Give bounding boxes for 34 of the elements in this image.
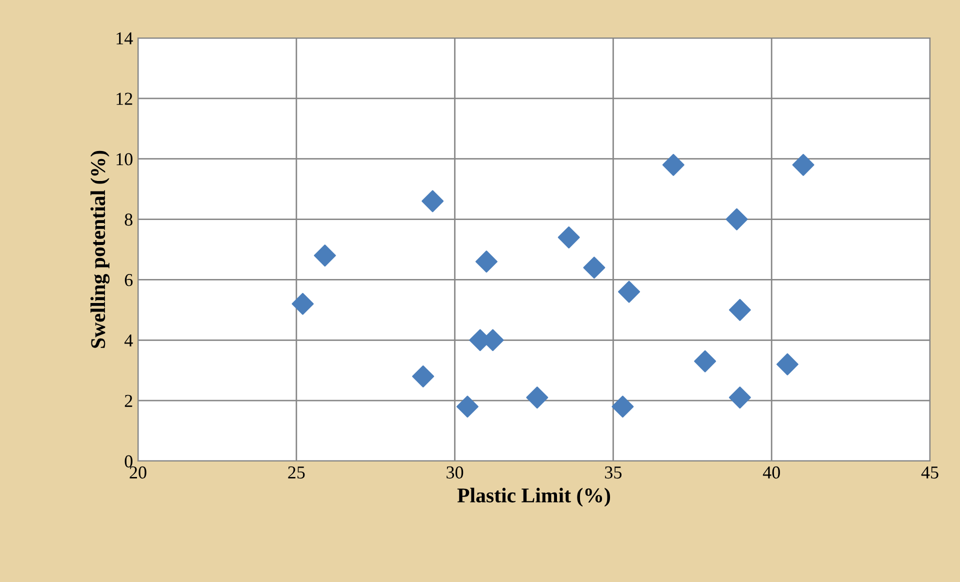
point [728,386,751,409]
point [618,280,640,303]
y-tick-label: 8 [124,214,132,226]
x-tick-label: 45 [921,466,938,479]
point [792,154,814,176]
point [612,396,634,418]
point [292,292,314,315]
point [583,256,606,279]
y-tick-label: 6 [124,274,133,286]
point [662,154,684,176]
y-tick-label: 10 [116,153,132,166]
point [726,208,748,230]
x-tick-label: 40 [762,466,780,479]
point [422,190,444,212]
point [526,386,548,409]
point [456,396,478,418]
point [776,353,798,376]
y-tick-label: 4 [124,334,133,346]
point [475,250,498,273]
x-tick-label: 35 [605,466,622,479]
point [728,298,751,321]
x-axis-title: Plastic Limit (%) [457,488,610,507]
y-axis-title: Swelling potential (%) [90,150,110,348]
x-tick-label: 30 [446,466,464,479]
point [314,244,336,267]
y-tick-label: 2 [124,394,132,407]
y-tick-label: 14 [116,32,133,44]
y-tick-label: 0 [124,455,132,468]
point [412,365,434,388]
x-tick-label: 20 [130,466,146,479]
point [558,226,580,248]
y-tick-label: 12 [116,92,132,105]
point [694,350,716,372]
x-tick-label: 25 [288,466,305,479]
